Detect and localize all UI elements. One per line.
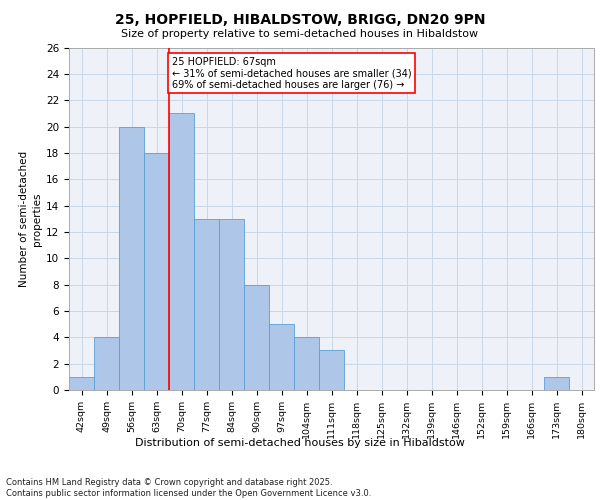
Bar — [244, 284, 269, 390]
Text: Size of property relative to semi-detached houses in Hibaldstow: Size of property relative to semi-detach… — [121, 29, 479, 39]
Bar — [544, 377, 569, 390]
Bar — [294, 338, 319, 390]
Y-axis label: Number of semi-detached
properties: Number of semi-detached properties — [19, 150, 42, 287]
Text: 25, HOPFIELD, HIBALDSTOW, BRIGG, DN20 9PN: 25, HOPFIELD, HIBALDSTOW, BRIGG, DN20 9P… — [115, 12, 485, 26]
Bar — [194, 219, 219, 390]
Text: Contains HM Land Registry data © Crown copyright and database right 2025.
Contai: Contains HM Land Registry data © Crown c… — [6, 478, 371, 498]
Bar — [219, 219, 244, 390]
Bar — [269, 324, 294, 390]
Bar — [69, 377, 94, 390]
Text: 25 HOPFIELD: 67sqm
← 31% of semi-detached houses are smaller (34)
69% of semi-de: 25 HOPFIELD: 67sqm ← 31% of semi-detache… — [172, 56, 411, 90]
Bar — [94, 338, 119, 390]
Bar — [119, 126, 144, 390]
Bar — [144, 153, 169, 390]
Text: Distribution of semi-detached houses by size in Hibaldstow: Distribution of semi-detached houses by … — [135, 438, 465, 448]
Bar — [319, 350, 344, 390]
Bar — [169, 114, 194, 390]
